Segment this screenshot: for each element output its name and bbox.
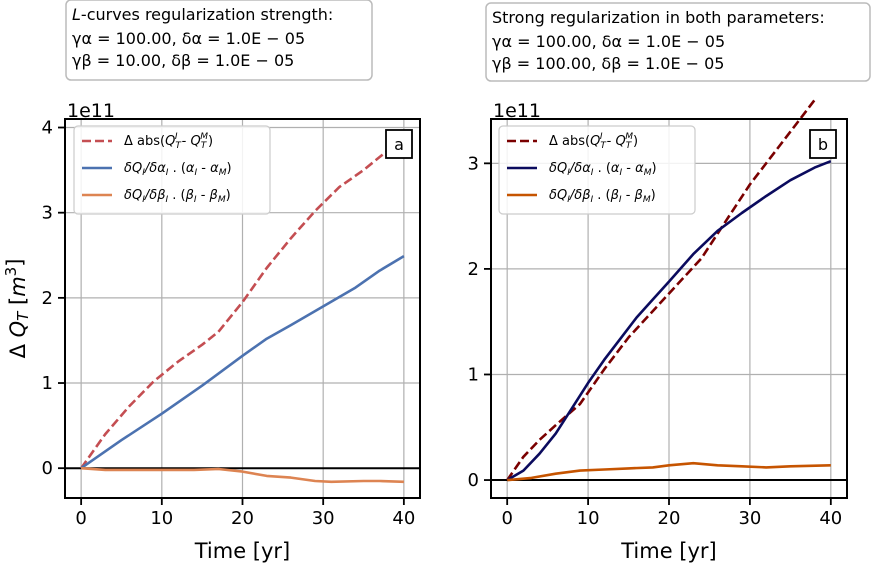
- y-tick-label: 0: [468, 470, 479, 491]
- info-box-line-2: γα = 100.00, δα = 1.0E − 05: [72, 29, 305, 48]
- x-tick-label: 30: [738, 508, 761, 529]
- legend-frame: [498, 125, 696, 215]
- y-tick-label: 2: [42, 288, 53, 309]
- panel-label: a: [385, 129, 413, 159]
- info-box-line-1: L-curves regularization strength:: [72, 5, 333, 24]
- legend-frame: [73, 125, 271, 215]
- y-tick-label: 1: [468, 364, 479, 385]
- x-tick-label: 30: [312, 508, 335, 529]
- info-box: Strong regularization in both parameters…: [485, 2, 871, 82]
- legend-label-2: δQI/δαI . (αI - αM): [124, 161, 232, 178]
- info-box-frame: [485, 2, 871, 82]
- axis-offset-text: 1e11: [67, 100, 115, 122]
- x-tick-label: 10: [150, 508, 173, 529]
- info-box: L-curves regularization strength: γα = 10…: [65, 0, 373, 81]
- y-tick-label: 3: [468, 153, 479, 174]
- legend: Δ abs(QTI - QTM) δQI/δαI . (αI - αM) δQI/δ…: [73, 125, 271, 215]
- legend-label-1: Δ abs(QTI - QTM): [124, 132, 213, 151]
- x-axis-label: Time [yr]: [620, 539, 717, 563]
- info-box-line-3: γβ = 100.00, δβ = 1.0E − 05: [492, 54, 724, 73]
- legend-label-3: δQI/δβI . (βI - βM): [124, 188, 231, 205]
- panel-label-text: a: [394, 135, 404, 154]
- y-tick-label: 4: [42, 118, 53, 139]
- panel-label-text: b: [818, 135, 828, 154]
- x-tick-label: 40: [392, 508, 415, 529]
- y-tick-label: 3: [42, 203, 53, 224]
- panel-label-frame: [809, 129, 837, 159]
- info-box-line-1: Strong regularization in both parameters…: [492, 8, 825, 27]
- info-box-line-2: γα = 100.00, δα = 1.0E − 05: [492, 32, 725, 51]
- y-tick-label: 2: [468, 259, 479, 280]
- y-tick-label: 1: [42, 373, 53, 394]
- series-line-2: [506, 159, 832, 482]
- info-box-frame: [65, 0, 373, 81]
- x-tick-label: 0: [75, 508, 86, 529]
- legend-label-3: δQI/δβI . (βI - βM): [549, 188, 656, 205]
- series-line-2: [80, 254, 405, 470]
- panel-label: b: [809, 129, 837, 159]
- panel-label-frame: [385, 129, 413, 159]
- legend-label-1: Δ abs(QTI - QTM): [549, 132, 638, 151]
- x-tick-label: 20: [658, 508, 681, 529]
- x-axis-label: Time [yr]: [194, 539, 291, 563]
- series-line-3: [507, 461, 831, 482]
- axis-offset-text: 1e11: [493, 100, 541, 122]
- x-tick-label: 10: [577, 508, 600, 529]
- y-axis-label: Δ QT [m3]: [2, 259, 32, 359]
- x-tick-label: 0: [501, 508, 512, 529]
- series-line-3: [81, 466, 404, 484]
- series-line-1: [506, 99, 816, 481]
- series-line-1: [80, 149, 389, 469]
- y-tick-label: 0: [42, 458, 53, 479]
- legend: Δ abs(QTI - QTM) δQI/δαI . (αI - αM) δQI/δ…: [498, 125, 696, 215]
- legend-label-2: δQI/δαI . (αI - αM): [549, 161, 657, 178]
- panel-b: Strong regularization in both parameters…: [468, 2, 871, 563]
- panel-a: L-curves regularization strength: γα = 10…: [2, 0, 421, 563]
- x-tick-label: 20: [231, 508, 254, 529]
- info-box-line-3: γβ = 10.00, δβ = 1.0E − 05: [72, 51, 294, 70]
- x-tick-label: 40: [819, 508, 842, 529]
